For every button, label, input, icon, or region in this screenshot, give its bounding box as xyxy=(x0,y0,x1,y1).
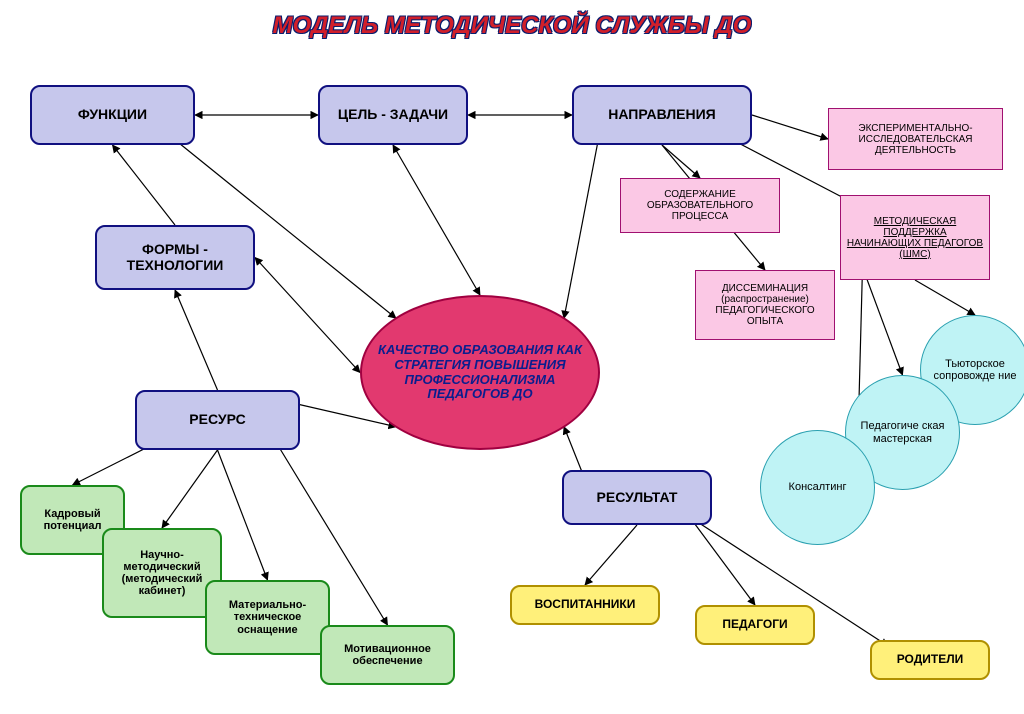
edge-central-forms xyxy=(255,258,360,373)
node-pink1-label: ЭКСПЕРИМЕНТАЛЬНО-ИССЛЕДОВАТЕЛЬСКАЯ ДЕЯТЕ… xyxy=(833,123,998,156)
edge-directions-pink2 xyxy=(662,145,700,178)
edge-pink3-cyan1 xyxy=(915,280,975,315)
edge-directions-pink1 xyxy=(752,115,828,139)
node-resource: РЕСУРС xyxy=(135,390,300,450)
node-forms-label: ФОРМЫ - ТЕХНОЛОГИИ xyxy=(101,242,249,273)
node-green3-label: Материально-техническое оснащение xyxy=(211,599,324,635)
edge-central-directions xyxy=(564,136,599,318)
node-green2-label: Научно-методический (методический кабине… xyxy=(108,549,216,597)
node-resource-label: РЕСУРС xyxy=(189,412,245,427)
node-pink4: ДИССЕМИНАЦИЯ (распространение) ПЕДАГОГИЧ… xyxy=(695,270,835,340)
edge-result-yellow2 xyxy=(690,517,756,605)
node-green2: Научно-методический (методический кабине… xyxy=(102,528,222,618)
edge-resource-green2 xyxy=(162,450,218,528)
node-result-label: РЕСУЛЬТАТ xyxy=(597,490,678,505)
node-directions-label: НАПРАВЛЕНИЯ xyxy=(608,107,715,122)
node-result: РЕСУЛЬТАТ xyxy=(562,470,712,525)
node-pink3: МЕТОДИЧЕСКАЯ ПОДДЕРЖКА НАЧИНАЮЩИХ ПЕДАГО… xyxy=(840,195,990,280)
node-central: КАЧЕСТВО ОБРАЗОВАНИЯ КАК СТРАТЕГИЯ ПОВЫШ… xyxy=(360,295,600,450)
node-green3: Материально-техническое оснащение xyxy=(205,580,330,655)
node-cyan3: Консалтинг xyxy=(760,430,875,545)
node-central-label: КАЧЕСТВО ОБРАЗОВАНИЯ КАК СТРАТЕГИЯ ПОВЫШ… xyxy=(372,343,588,403)
node-forms: ФОРМЫ - ТЕХНОЛОГИИ xyxy=(95,225,255,290)
node-cyan2-label: Педагогиче ская мастерская xyxy=(852,420,953,444)
node-pink4-label: ДИССЕМИНАЦИЯ (распространение) ПЕДАГОГИЧ… xyxy=(700,283,830,327)
node-functions-label: ФУНКЦИИ xyxy=(78,107,147,122)
node-pink2: СОДЕРЖАНИЕ ОБРАЗОВАТЕЛЬНОГО ПРОЦЕССА xyxy=(620,178,780,233)
edge-result-yellow1 xyxy=(585,525,637,585)
node-pink1: ЭКСПЕРИМЕНТАЛЬНО-ИССЛЕДОВАТЕЛЬСКАЯ ДЕЯТЕ… xyxy=(828,108,1003,170)
node-cyan3-label: Консалтинг xyxy=(789,481,847,493)
edge-central-goal xyxy=(393,145,480,295)
edge-resource-green3 xyxy=(218,450,268,580)
node-green1-label: Кадровый потенциал xyxy=(26,508,119,532)
edge-pink3-cyan2 xyxy=(863,267,903,375)
node-yellow2: ПЕДАГОГИ xyxy=(695,605,815,645)
node-yellow3-label: РОДИТЕЛИ xyxy=(897,653,964,666)
node-green4-label: Мотивационное обеспечение xyxy=(326,643,449,667)
edge-resource-forms xyxy=(175,290,218,390)
node-green4: Мотивационное обеспечение xyxy=(320,625,455,685)
node-yellow2-label: ПЕДАГОГИ xyxy=(722,618,787,631)
node-pink2-label: СОДЕРЖАНИЕ ОБРАЗОВАТЕЛЬНОГО ПРОЦЕССА xyxy=(625,189,775,222)
node-yellow1-label: ВОСПИТАННИКИ xyxy=(535,598,636,611)
node-goal: ЦЕЛЬ - ЗАДАЧИ xyxy=(318,85,468,145)
node-functions: ФУНКЦИИ xyxy=(30,85,195,145)
node-goal-label: ЦЕЛЬ - ЗАДАЧИ xyxy=(338,107,448,122)
node-cyan1-label: Тьюторское сопровожде ние xyxy=(927,358,1023,382)
diagram-stage: МОДЕЛЬ МЕТОДИЧЕСКОЙ СЛУЖБЫ ДО КАЧЕСТВО О… xyxy=(0,0,1024,714)
node-yellow1: ВОСПИТАННИКИ xyxy=(510,585,660,625)
node-yellow3: РОДИТЕЛИ xyxy=(870,640,990,680)
edge-forms-functions xyxy=(113,145,176,225)
node-directions: НАПРАВЛЕНИЯ xyxy=(572,85,752,145)
node-pink3-label: МЕТОДИЧЕСКАЯ ПОДДЕРЖКА НАЧИНАЮЩИХ ПЕДАГО… xyxy=(845,216,985,260)
diagram-title: МОДЕЛЬ МЕТОДИЧЕСКОЙ СЛУЖБЫ ДО xyxy=(0,12,1024,40)
